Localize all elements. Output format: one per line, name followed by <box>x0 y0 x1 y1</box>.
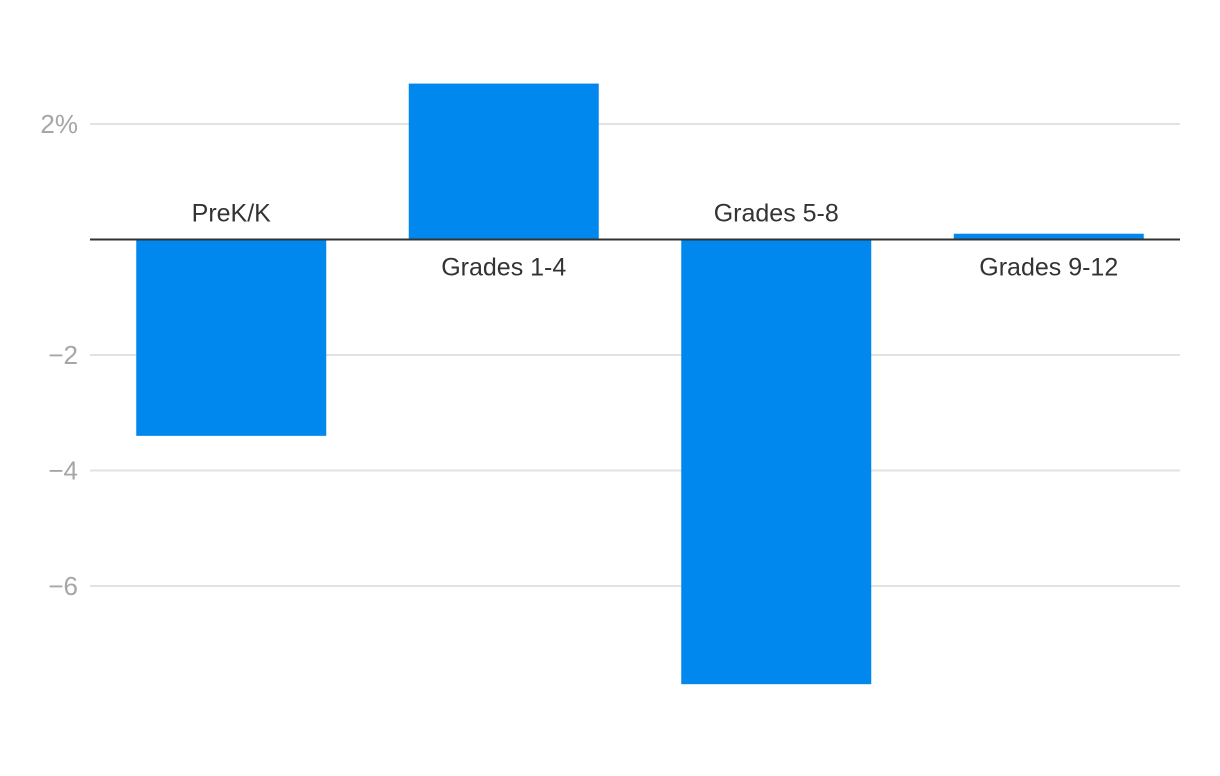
category-label: Grades 9-12 <box>979 254 1118 282</box>
category-labels: PreK/K Grades 1-4 Grades 5-8 Grades 9-12 <box>192 200 1119 282</box>
bar <box>681 239 872 685</box>
bar <box>953 233 1144 240</box>
bar <box>408 83 599 240</box>
y-tick-label: 2% <box>40 109 78 139</box>
bar <box>136 239 327 436</box>
y-tick-label: −6 <box>48 571 78 601</box>
bars <box>136 83 1144 685</box>
y-tick-labels: 2% −2 −4 −6 <box>40 109 78 601</box>
y-tick-label: −2 <box>48 340 78 370</box>
category-label: Grades 5-8 <box>714 200 839 228</box>
y-tick-label: −4 <box>48 456 78 486</box>
category-label: PreK/K <box>192 200 272 228</box>
category-label: Grades 1-4 <box>441 254 566 282</box>
